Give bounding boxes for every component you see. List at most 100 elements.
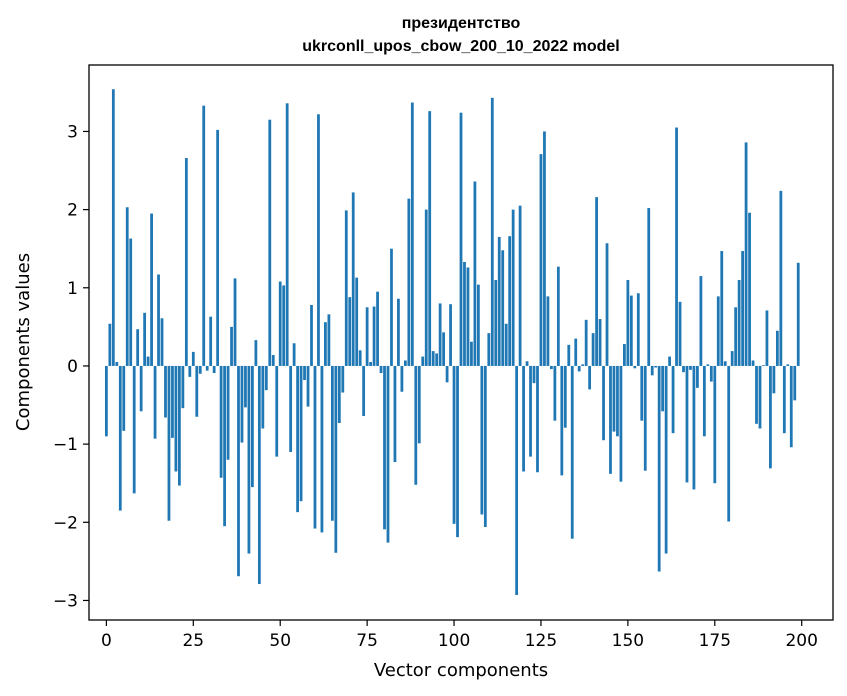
bar-165 [678,301,682,366]
bar-32 [216,129,220,366]
bar-127 [546,296,550,366]
x-axis-ticks: 0 25 50 75 100 125 150 175 200 [101,620,818,651]
bar-42 [251,365,254,488]
bar-50 [278,281,282,366]
bar-191 [769,365,772,469]
x-tick-label: 150 [612,631,644,651]
bar-152 [633,365,637,369]
bar-179 [727,365,731,522]
bar-76 [369,362,372,366]
bar-171 [699,276,703,366]
chart-title-line2: ukrconll_upos_cbow_200_10_2022 model [302,38,619,55]
bar-28 [202,105,206,366]
bar-151 [629,295,633,366]
bar-41 [247,365,251,554]
bar-83 [393,365,397,463]
bar-19 [171,365,174,438]
bar-34 [223,365,226,527]
bar-70 [348,297,352,366]
bar-182 [737,279,741,366]
bar-18 [167,365,171,521]
bar-89 [414,365,418,485]
bar-136 [577,365,581,372]
bar-174 [709,365,713,382]
bar-78 [376,291,379,366]
bar-56 [299,365,303,502]
bar-73 [358,350,362,366]
bar-99 [449,304,452,366]
bar-98 [445,365,449,383]
bar-172 [702,365,706,437]
bar-117 [511,209,515,366]
bar-61 [317,114,320,366]
bar-1 [108,323,112,366]
bar-5 [122,365,126,431]
bar-102 [459,112,463,366]
bar-38 [237,365,240,577]
bar-87 [407,198,411,366]
bar-44 [257,365,261,585]
bar-51 [282,285,286,366]
bar-7 [129,238,133,366]
bar-154 [640,365,644,421]
bar-37 [233,278,237,366]
bar-39 [240,365,244,443]
bar-95 [435,353,439,366]
bar-12 [146,356,150,366]
bar-164 [675,127,678,366]
bar-25 [191,351,195,366]
x-tick-label: 175 [699,631,731,651]
bar-157 [650,365,654,376]
bar-180 [730,351,734,366]
bar-58 [306,365,310,407]
bar-20 [174,365,178,472]
bar-10 [139,365,143,412]
bar-133 [567,344,571,366]
bar-71 [351,192,355,366]
bar-184 [744,142,748,366]
y-axis-ticks: −3 −2 −1 0 1 2 3 [53,122,89,611]
y-tick-label: −2 [53,513,78,533]
bar-0 [104,365,108,437]
bar-79 [379,365,383,373]
y-axis-label: Components values [13,253,34,431]
bar-94 [431,351,435,366]
bar-175 [713,365,717,484]
bar-55 [296,365,299,513]
bar-80 [383,365,386,530]
bar-40 [244,365,247,408]
bar-146 [612,365,616,432]
bar-194 [779,190,783,366]
bar-84 [397,298,400,366]
bar-197 [789,365,793,448]
bar-36 [230,326,233,366]
x-tick-label: 100 [438,631,470,651]
bar-4 [118,365,122,511]
bar-149 [623,344,626,366]
bar-93 [428,111,432,366]
bar-169 [692,365,696,490]
bar-75 [365,307,369,366]
bar-15 [157,274,160,366]
bar-43 [254,340,258,366]
bar-162 [668,356,671,366]
bar-183 [741,251,744,366]
bar-69 [344,210,348,366]
bar-158 [654,365,658,368]
bar-92 [424,209,428,366]
bar-103 [463,261,466,366]
bar-101 [456,365,459,538]
bar-153 [636,293,640,366]
bar-195 [782,365,786,434]
bar-178 [723,361,727,366]
bar-168 [689,365,692,370]
bar-193 [775,330,779,366]
bar-156 [647,208,651,366]
bar-120 [522,365,525,472]
bar-21 [178,365,181,486]
bar-199 [796,262,800,366]
x-axis-label: Vector components [374,660,548,681]
bar-100 [452,365,456,524]
bar-185 [748,212,751,366]
bar-163 [671,365,675,434]
